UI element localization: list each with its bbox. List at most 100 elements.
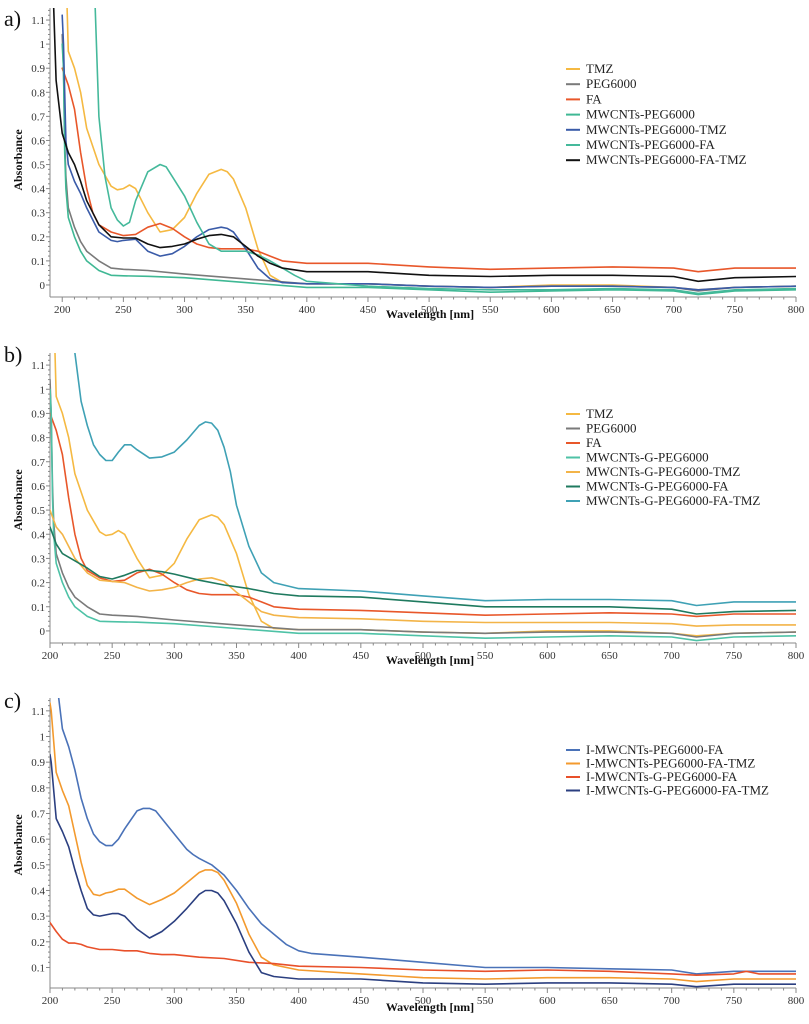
x-tick-label: 400: [290, 650, 307, 662]
y-tick-label: 0.8: [31, 433, 45, 445]
y-tick-label: 0.6: [31, 834, 45, 846]
legend-label: MWCNTs-G-PEG6000-TMZ: [586, 464, 740, 479]
series-line-i-mwcnts-g-peg6000-fa-tmz: [50, 753, 796, 988]
series-line-i-mwcnts-g-peg6000-fa: [50, 921, 796, 976]
x-tick-label: 800: [788, 995, 805, 1007]
y-tick-label: 0.5: [31, 505, 45, 517]
x-tick-label: 600: [539, 650, 556, 662]
x-axis-title: Wavelength [nm]: [386, 1000, 474, 1014]
x-axis-title: Wavelength [nm]: [386, 307, 474, 321]
y-tick-label: 0.4: [31, 529, 45, 541]
legend-label: PEG6000: [586, 421, 637, 436]
y-tick-label: 0.1: [31, 602, 45, 614]
panel-label: c): [4, 688, 21, 713]
y-tick-label: 1: [40, 384, 46, 396]
y-axis-title: Absorbance: [11, 469, 25, 531]
y-tick-label: 0.7: [31, 111, 45, 123]
x-tick-label: 200: [42, 995, 59, 1007]
x-tick-label: 450: [360, 304, 377, 316]
legend-label: TMZ: [586, 61, 614, 76]
x-tick-label: 500: [421, 304, 438, 316]
legend-label: MWCNTs-G-PEG6000: [586, 450, 709, 465]
x-tick-label: 400: [290, 995, 307, 1007]
x-tick-label: 550: [477, 650, 494, 662]
series-group: [52, 8, 796, 296]
y-tick-label: 0.8: [31, 783, 45, 795]
x-tick-label: 450: [353, 650, 370, 662]
series-line-mwcnts-g-peg6000-fa-tmz: [74, 353, 796, 607]
y-tick-label: 0.9: [31, 408, 45, 420]
legend-label: I-MWCNTs-G-PEG6000-FA: [586, 769, 738, 784]
x-tick-label: 750: [726, 995, 743, 1007]
x-tick-label: 800: [788, 650, 805, 662]
x-tick-label: 400: [299, 304, 316, 316]
x-tick-label: 250: [104, 995, 121, 1007]
legend-label: MWCNTs-PEG6000-FA-TMZ: [586, 152, 747, 167]
x-tick-label: 550: [482, 304, 499, 316]
y-tick-label: 0.6: [31, 135, 45, 147]
series-line-peg6000: [50, 378, 796, 638]
y-tick-label: 0.4: [31, 184, 45, 196]
legend-label: MWCNTs-PEG6000-TMZ: [586, 122, 727, 137]
x-tick-label: 350: [228, 995, 245, 1007]
series-line-mwcnts-g-peg6000: [50, 388, 796, 642]
y-tick-label: 0.8: [31, 87, 45, 99]
series-line-fa: [50, 412, 796, 618]
panel-label: a): [4, 6, 21, 31]
legend-label: I-MWCNTs-PEG6000-FA-TMZ: [586, 756, 755, 771]
y-tick-label: 0.2: [31, 937, 45, 949]
series-group: [50, 698, 796, 988]
x-tick-label: 650: [601, 650, 618, 662]
x-tick-label: 650: [601, 995, 618, 1007]
y-tick-label: 0.4: [31, 885, 45, 897]
legend-label: TMZ: [586, 406, 614, 421]
y-tick-label: 0.6: [31, 481, 45, 493]
x-tick-label: 700: [663, 650, 680, 662]
legend: I-MWCNTs-PEG6000-FAI-MWCNTs-PEG6000-FA-T…: [566, 742, 769, 798]
panel-c: c) 200 250 300 350 400 450 500 550 600 650 700 750 80…: [4, 688, 805, 1014]
panel-a: a) 200 250 300 350 400 450 500 550 600 650 700 750 80…: [4, 6, 805, 321]
x-tick-label: 700: [663, 995, 680, 1007]
x-tick-label: 300: [176, 304, 193, 316]
x-tick-label: 750: [726, 650, 743, 662]
series-line-mwcnts-peg6000: [61, 43, 796, 296]
series-line-i-mwcnts-peg6000-fa: [57, 698, 796, 975]
y-tick-label: 0.3: [31, 208, 45, 220]
series-line-mwcnts-g-peg6000-tmz: [50, 509, 796, 627]
x-tick-label: 500: [415, 995, 432, 1007]
x-tick-label: 800: [788, 304, 805, 316]
y-tick-label: 1: [40, 39, 46, 51]
y-tick-label: 0.5: [31, 160, 45, 172]
series-line-mwcnts-peg6000-fa-tmz: [52, 8, 796, 283]
y-tick-label: 0.5: [31, 860, 45, 872]
legend-label: MWCNTs-PEG6000: [586, 107, 695, 122]
x-axis-title: Wavelength [nm]: [386, 653, 474, 667]
series-group: [50, 353, 796, 642]
y-tick-label: 0.3: [31, 911, 45, 923]
x-tick-label: 300: [166, 650, 183, 662]
y-axis-title: Absorbance: [11, 814, 25, 876]
y-tick-label: 1.1: [31, 360, 45, 372]
legend-label: MWCNTs-G-PEG6000-FA-TMZ: [586, 493, 760, 508]
legend-label: FA: [586, 435, 602, 450]
x-tick-label: 700: [665, 304, 682, 316]
y-tick-label: 0.1: [31, 962, 45, 974]
panel-label: b): [4, 342, 22, 367]
y-tick-label: 0.2: [31, 232, 45, 244]
y-tick-label: 0.1: [31, 256, 45, 268]
x-tick-label: 200: [42, 650, 59, 662]
y-tick-label: 1.1: [31, 706, 45, 718]
series-line-mwcnts-g-peg6000-fa: [50, 526, 796, 615]
legend-label: MWCNTs-PEG6000-FA: [586, 137, 715, 152]
y-tick-label: 0.7: [31, 808, 45, 820]
y-tick-label: 0.9: [31, 757, 45, 769]
y-tick-label: 0.7: [31, 457, 45, 469]
y-tick-label: 0.2: [31, 578, 45, 590]
legend: TMZPEG6000FAMWCNTs-G-PEG6000MWCNTs-G-PEG…: [566, 406, 760, 508]
x-tick-label: 350: [228, 650, 245, 662]
y-tick-label: 0: [40, 626, 46, 638]
x-tick-label: 600: [539, 995, 556, 1007]
legend-label: I-MWCNTs-G-PEG6000-FA-TMZ: [586, 783, 769, 798]
x-tick-label: 300: [166, 995, 183, 1007]
